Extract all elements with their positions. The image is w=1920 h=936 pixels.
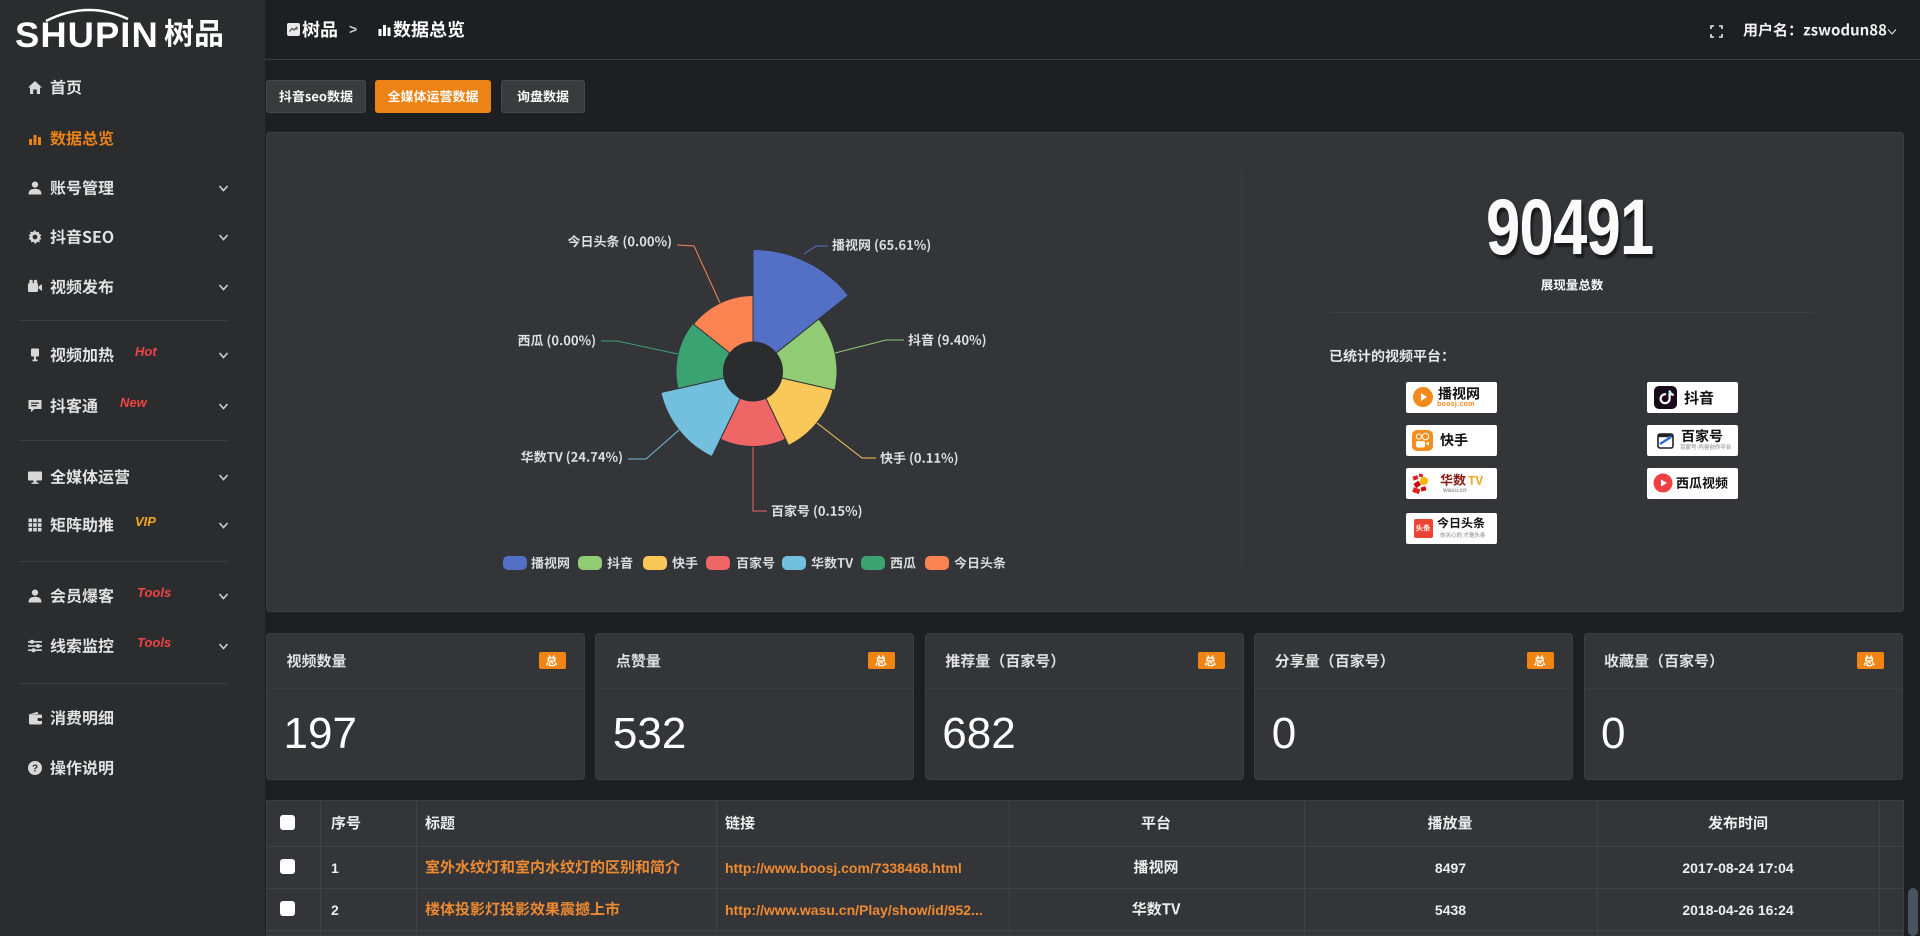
svg-text:?: ? [32, 764, 38, 775]
